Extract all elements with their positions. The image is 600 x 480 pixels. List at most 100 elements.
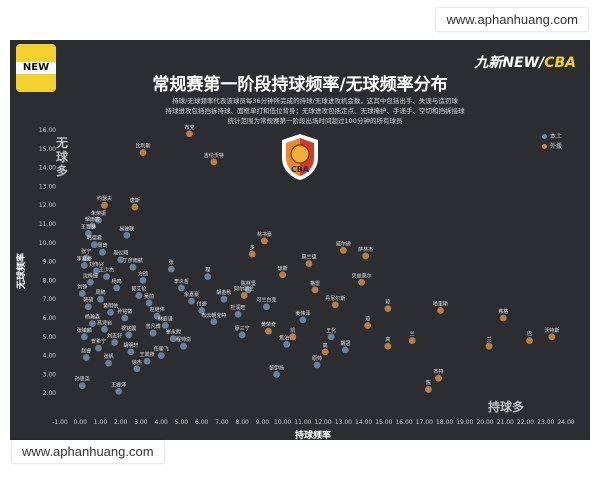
data-point-local	[111, 339, 119, 346]
data-label: 刘传兴	[89, 261, 104, 268]
data-point-local	[80, 261, 88, 269]
x-tick-label: 22.00	[517, 419, 534, 426]
data-point-foreign	[485, 342, 493, 350]
subtitle-line-1: 持球/无球频率代表该球员每36分钟所完成的持球/无球进攻机会数，这其中包括出手、…	[172, 97, 458, 105]
data-label: 张宁	[81, 248, 91, 255]
data-point-local	[149, 329, 157, 337]
y-tick-label: 15.00	[39, 146, 56, 153]
y-tick-label: 13.00	[39, 183, 56, 190]
data-label: 沃特斯	[544, 327, 559, 334]
data-point-local	[188, 297, 195, 305]
legend-item-local: 本土	[541, 132, 562, 142]
data-label: 李炎哲	[174, 278, 189, 285]
axis-hint-x: 持球多	[488, 400, 525, 414]
data-point-foreign	[139, 149, 147, 156]
y-tick-label: 9.00	[43, 259, 57, 266]
data-label: 李慕豪	[77, 255, 92, 262]
y-tick-label: 4.00	[43, 353, 57, 360]
data-point-foreign	[289, 333, 297, 341]
data-point-local	[157, 352, 165, 359]
chart-legend: 本土 外援	[541, 132, 562, 152]
data-label: 莫兰德	[301, 253, 316, 260]
x-tick-label: 6.00	[195, 419, 209, 426]
data-label: 徐杰	[132, 359, 142, 366]
data-label: 郭艾伦	[131, 285, 146, 292]
data-point-local	[273, 371, 280, 378]
cba-logo: CBA	[282, 134, 318, 180]
data-point-local	[299, 316, 307, 324]
data-label: 付豪	[197, 300, 207, 307]
x-tick-label: 7.00	[215, 419, 229, 426]
data-point-local	[95, 216, 102, 224]
data-point-local	[78, 382, 86, 390]
data-label: 多	[250, 244, 255, 251]
data-point-foreign	[186, 130, 193, 138]
data-point-foreign	[248, 250, 256, 258]
data-point-local	[169, 335, 177, 343]
x-tick-label: 24.00	[557, 419, 574, 426]
data-label: 布云朝克特	[201, 312, 226, 319]
data-point-foreign	[279, 271, 287, 279]
data-point-local	[341, 346, 349, 354]
data-label: 方硕	[138, 270, 148, 277]
x-tick-label: 10.00	[274, 419, 291, 426]
data-point-local	[84, 230, 92, 237]
data-point-local	[313, 361, 321, 369]
data-point-local	[97, 295, 104, 303]
data-point-foreign	[424, 386, 432, 393]
data-point-local	[93, 267, 100, 275]
data-label: 陈	[426, 379, 431, 386]
x-tick-label: -1.00	[52, 419, 68, 426]
data-label: 哈里斯	[433, 300, 448, 307]
data-label: 赵睿	[81, 347, 91, 354]
data-label: 孙思尧	[75, 376, 90, 383]
data-label: 姜伟泽	[295, 310, 310, 317]
data-point-foreign	[339, 246, 347, 254]
data-label: 琼	[385, 299, 390, 306]
x-tick-label: 4.00	[155, 419, 169, 426]
axis-hint-y: 无球多	[56, 136, 69, 178]
data-label: 凯	[290, 327, 295, 334]
data-point-foreign	[499, 314, 507, 322]
data-label: 祝铭震	[121, 325, 136, 332]
watermark-bottom: www.aphanhuang.com	[12, 440, 164, 463]
data-point-local	[244, 286, 252, 294]
data-point-local	[107, 308, 114, 316]
data-label: 约瑟夫	[97, 195, 112, 202]
data-point-local	[135, 292, 143, 299]
data-label: 沈梓捷	[83, 272, 98, 279]
data-point-foreign	[261, 237, 268, 245]
y-tick-label: 3.00	[43, 371, 57, 378]
data-label: 高	[323, 342, 328, 349]
data-label: 琼斯	[278, 265, 288, 272]
subtitle-line-3: 统计范围为常规赛第一阶段出场时间超过100分钟的所有球员	[227, 117, 403, 125]
data-point-local	[167, 265, 175, 273]
data-point-foreign	[435, 374, 442, 382]
data-label: 廖三宁	[235, 325, 250, 332]
data-label: 吴前	[144, 293, 154, 300]
data-label: 兰	[487, 336, 492, 343]
data-point-local	[327, 333, 335, 341]
x-tick-label: 18.00	[436, 419, 453, 426]
data-label: 焦泊乔	[279, 334, 294, 341]
brand-new: NEW/	[502, 55, 545, 71]
data-point-local	[82, 354, 90, 361]
data-label: 林书豪	[257, 231, 272, 238]
data-label: 丹尼尔斯	[325, 295, 345, 302]
data-point-foreign	[362, 252, 370, 260]
data-label: 兰	[410, 331, 415, 338]
data-label: 胡金秋	[216, 289, 231, 296]
data-point-foreign	[548, 333, 556, 341]
y-tick-label: 5.00	[43, 334, 57, 341]
data-label: 比利斯	[135, 143, 150, 150]
data-point-local	[125, 331, 133, 339]
data-label: 周鹏	[95, 289, 105, 296]
data-point-local	[139, 277, 147, 284]
data-point-local	[115, 387, 123, 395]
watermark-top: www.aphanhuang.com	[436, 8, 588, 31]
scatter-plot: -1.00 0.00 1.00 2.00 3.00 4.00 5.00 6.00 7.00 8.0…	[15, 124, 575, 440]
data-point-local	[204, 273, 212, 281]
data-label: 王岚嵚	[140, 351, 155, 358]
data-point-local	[103, 273, 110, 281]
x-tick-label: 21.00	[497, 419, 514, 426]
